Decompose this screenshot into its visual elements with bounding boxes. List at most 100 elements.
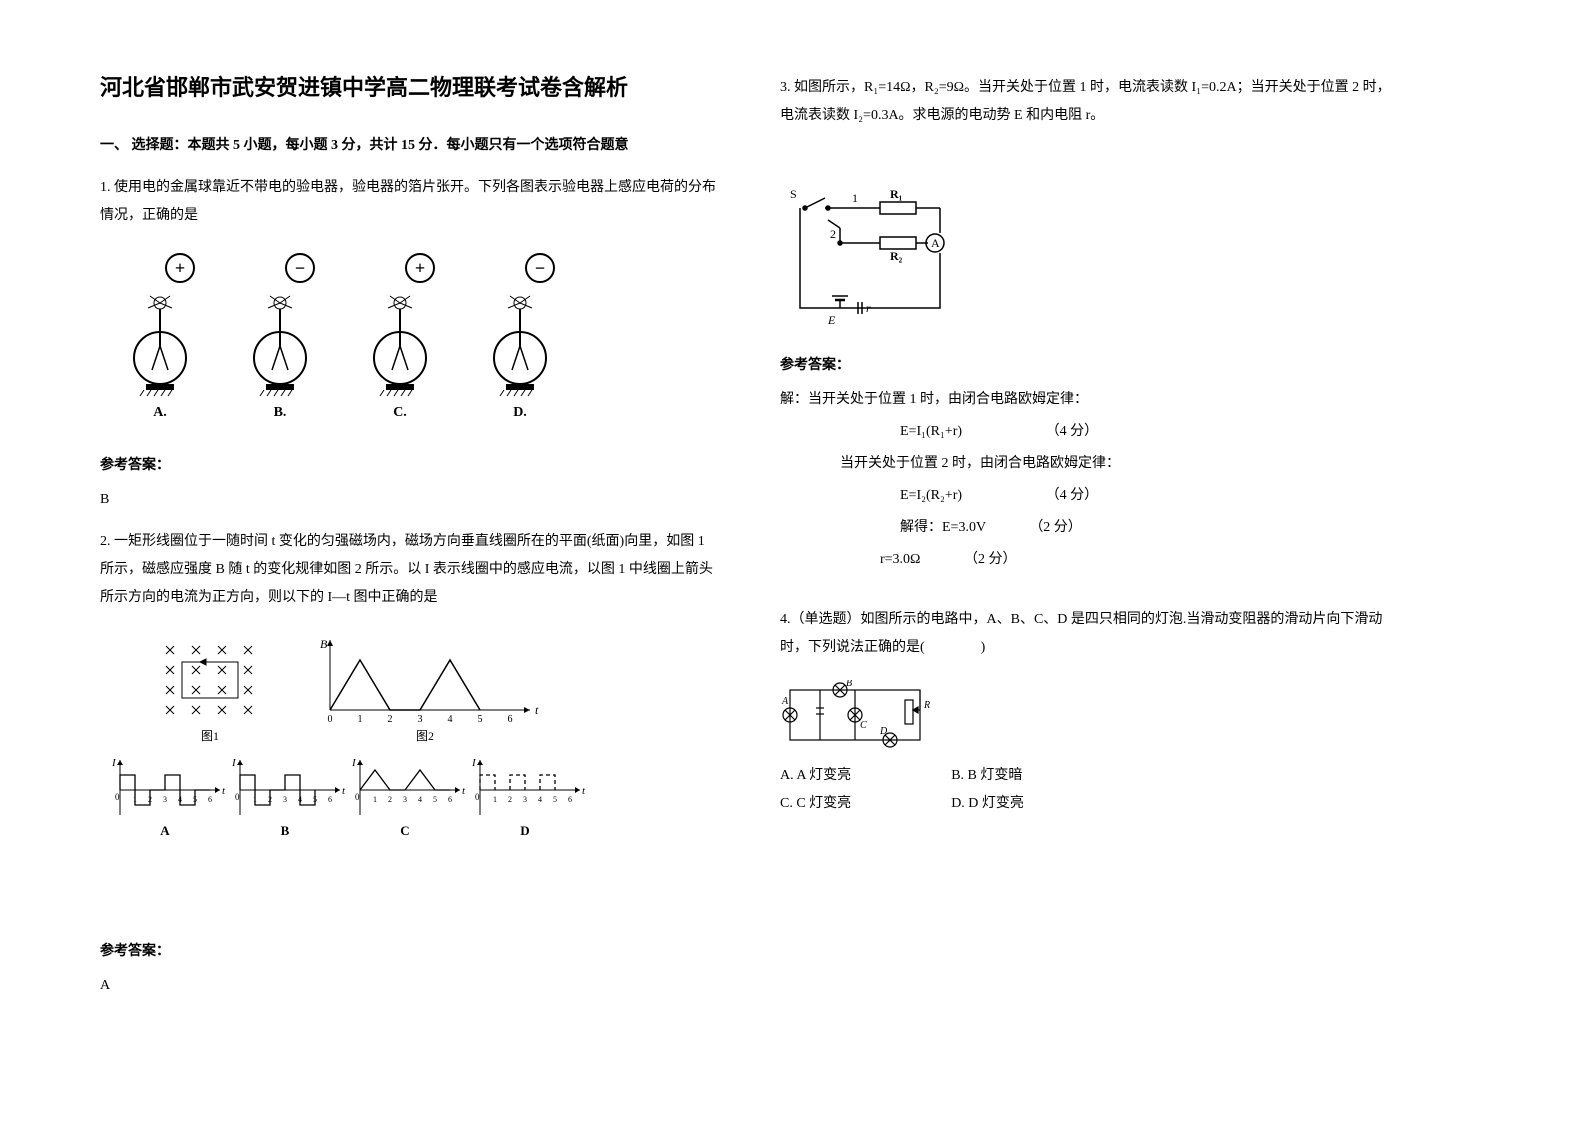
fig1-label: 图1 xyxy=(201,729,219,743)
svg-text:3: 3 xyxy=(283,795,287,804)
svg-text:3: 3 xyxy=(163,795,167,804)
svg-text:5: 5 xyxy=(478,714,483,725)
q3-1: 1 xyxy=(852,191,858,205)
q4-optA: A. A 灯变亮 xyxy=(780,764,851,784)
q4-optB: B. B 灯变暗 xyxy=(951,764,1022,784)
q3-sol-l3: 当开关处于位置 2 时，由闭合电路欧姆定律： xyxy=(780,450,1400,478)
svg-text:6: 6 xyxy=(568,795,572,804)
q3-res2-score: （2 分） xyxy=(964,552,1017,567)
svg-text:5: 5 xyxy=(553,795,557,804)
q3-sol-l5: 解得：E=3.0V （2 分） xyxy=(780,514,1400,542)
svg-text:B: B xyxy=(320,637,328,651)
svg-text:6: 6 xyxy=(328,795,332,804)
q4-r: R xyxy=(923,700,930,711)
q1-answer: B xyxy=(100,486,720,514)
svg-text:B: B xyxy=(281,823,290,838)
svg-text:t: t xyxy=(582,785,586,797)
svg-text:6: 6 xyxy=(448,795,452,804)
q2-figure: 图1 B t 0 1 2 3 4 5 6 xyxy=(100,630,720,870)
svg-text:4: 4 xyxy=(418,795,422,804)
q3-figure: S 1 2 R₁ R₂ A E r xyxy=(780,178,1400,328)
answer-label-3: 参考答案： xyxy=(780,354,1400,374)
right-column: 3. 如图所示，R₁=14Ω，R₂=9Ω。当开关处于位置 1 时，电流表读数 I… xyxy=(780,70,1400,1002)
svg-text:3: 3 xyxy=(418,714,423,725)
svg-text:+: + xyxy=(415,258,425,278)
q3-sol-l2: E=I₁(R₁+r) （4 分） xyxy=(780,418,1400,446)
q2-answer: A xyxy=(100,972,720,1000)
q4-optD: D. D 灯变亮 xyxy=(951,792,1024,812)
svg-text:5: 5 xyxy=(433,795,437,804)
svg-text:2: 2 xyxy=(388,795,392,804)
svg-text:2: 2 xyxy=(388,714,393,725)
svg-text:I: I xyxy=(351,757,357,769)
q3-res1: 解得：E=3.0V xyxy=(900,520,986,535)
section-1-head: 一、 选择题：本题共 5 小题，每小题 3 分，共计 15 分．每小题只有一个选… xyxy=(100,134,720,154)
svg-text:I: I xyxy=(471,757,477,769)
svg-text:t: t xyxy=(222,785,226,797)
svg-text:3: 3 xyxy=(403,795,407,804)
svg-text:D: D xyxy=(520,823,529,838)
q4-a: A xyxy=(781,696,789,707)
q3-r1: R₁ xyxy=(890,187,903,201)
page-title: 河北省邯郸市武安贺进镇中学高二物理联考试卷含解析 xyxy=(100,70,720,102)
svg-text:2: 2 xyxy=(508,795,512,804)
svg-text:D.: D. xyxy=(513,405,527,420)
q3-res1-score: （2 分） xyxy=(1029,520,1082,535)
q3-r2: R₂ xyxy=(890,249,903,263)
q4-optC: C. C 灯变亮 xyxy=(780,792,851,812)
svg-text:t: t xyxy=(535,703,539,717)
svg-text:C: C xyxy=(400,823,409,838)
left-column: 河北省邯郸市武安贺进镇中学高二物理联考试卷含解析 一、 选择题：本题共 5 小题… xyxy=(100,70,720,1002)
svg-text:−: − xyxy=(535,258,545,278)
svg-text:I: I xyxy=(111,757,117,769)
q3-sol-l1: 解：当开关处于位置 1 时，由闭合电路欧姆定律： xyxy=(780,386,1400,414)
svg-text:A.: A. xyxy=(153,405,167,420)
q4-opts-row2: C. C 灯变亮 D. D 灯变亮 xyxy=(780,792,1400,812)
q4-opts-row1: A. A 灯变亮 B. B 灯变暗 xyxy=(780,764,1400,784)
svg-text:4: 4 xyxy=(538,795,542,804)
q4-d: D xyxy=(879,726,888,737)
q3-eq1-score: （4 分） xyxy=(1046,424,1099,439)
q3-eq2: E=I₂(R₂+r) xyxy=(900,488,962,503)
q4-b: B xyxy=(846,680,852,689)
svg-text:0: 0 xyxy=(328,714,333,725)
q4-text: 4.（单选题）如图所示的电路中，A、B、C、D 是四只相同的灯泡.当滑动变阻器的… xyxy=(780,606,1400,662)
svg-text:I: I xyxy=(231,757,237,769)
q2-text: 2. 一矩形线圈位于一随时间 t 变化的匀强磁场内，磁场方向垂直线圈所在的平面(… xyxy=(100,528,720,612)
svg-text:1: 1 xyxy=(373,795,377,804)
svg-text:0: 0 xyxy=(355,792,360,802)
q3-2: 2 xyxy=(830,227,836,241)
svg-text:+: + xyxy=(175,258,185,278)
fig2-label: 图2 xyxy=(416,729,434,743)
q3-e: E xyxy=(827,313,836,327)
q3-s: S xyxy=(790,187,797,201)
svg-text:−: − xyxy=(295,258,305,278)
svg-text:1: 1 xyxy=(358,714,363,725)
q3-sol-l4: E=I₂(R₂+r) （4 分） xyxy=(780,482,1400,510)
q3-eq2-score: （4 分） xyxy=(1046,488,1099,503)
q4-c: C xyxy=(860,720,867,731)
svg-text:0: 0 xyxy=(475,792,480,802)
q3-text: 3. 如图所示，R₁=14Ω，R₂=9Ω。当开关处于位置 1 时，电流表读数 I… xyxy=(780,74,1400,130)
svg-text:0: 0 xyxy=(235,792,240,802)
svg-text:t: t xyxy=(342,785,346,797)
q3-a: A xyxy=(931,236,940,250)
svg-text:6: 6 xyxy=(208,795,212,804)
answer-label-2: 参考答案： xyxy=(100,940,720,960)
q4-figure: A B C D R xyxy=(780,680,1400,750)
svg-text:B.: B. xyxy=(274,405,287,420)
svg-text:t: t xyxy=(462,785,466,797)
svg-text:3: 3 xyxy=(523,795,527,804)
q1-figure: + A. − B. + C. − D. xyxy=(100,248,720,428)
svg-text:0: 0 xyxy=(115,792,120,802)
q3-eq1: E=I₁(R₁+r) xyxy=(900,424,962,439)
svg-text:A: A xyxy=(160,823,170,838)
q1-text: 1. 使用电的金属球靠近不带电的验电器，验电器的箔片张开。下列各图表示验电器上感… xyxy=(100,174,720,230)
q3-res2: r=3.0Ω xyxy=(880,552,920,567)
svg-text:C.: C. xyxy=(393,405,407,420)
svg-text:6: 6 xyxy=(508,714,513,725)
q3-sol-l6: r=3.0Ω （2 分） xyxy=(780,546,1400,574)
svg-text:4: 4 xyxy=(448,714,453,725)
answer-label-1: 参考答案： xyxy=(100,454,720,474)
q3-r: r xyxy=(866,301,871,315)
